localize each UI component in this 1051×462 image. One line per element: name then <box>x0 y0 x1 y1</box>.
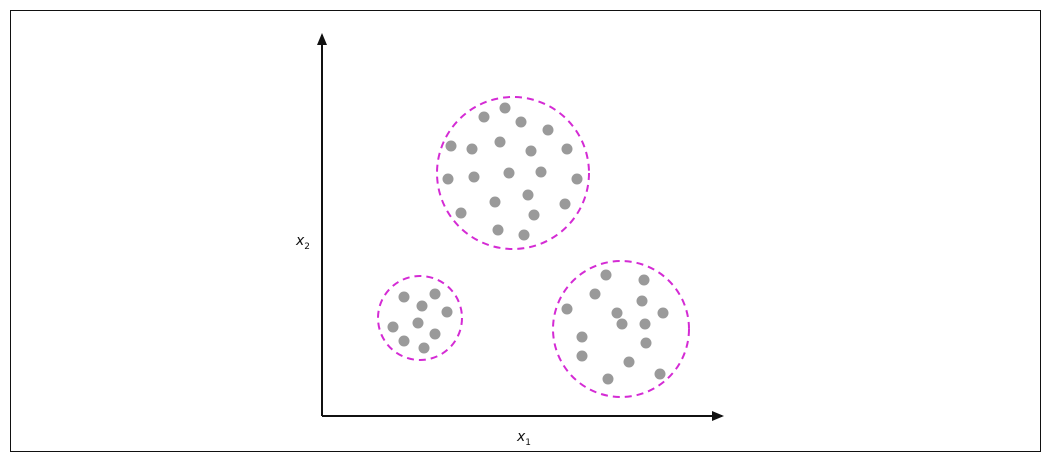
data-point <box>445 140 457 152</box>
data-point <box>654 368 666 380</box>
data-point <box>636 295 648 307</box>
y-axis-label-main: x <box>295 233 305 249</box>
y-axis-label-subscript: 2 <box>304 242 310 252</box>
data-point <box>515 116 527 128</box>
data-point <box>640 337 652 349</box>
x-axis-label-subscript: 1 <box>525 438 531 448</box>
data-point <box>623 356 635 368</box>
cluster-outline-small <box>377 275 463 361</box>
x-axis-label-main: x <box>516 429 526 445</box>
data-point <box>559 198 571 210</box>
data-point <box>441 306 453 318</box>
data-point <box>616 318 628 330</box>
data-point <box>412 317 424 329</box>
data-point <box>611 307 623 319</box>
data-point <box>525 145 537 157</box>
data-point <box>600 269 612 281</box>
data-point <box>639 318 651 330</box>
data-point <box>518 229 530 241</box>
data-point <box>398 291 410 303</box>
data-point <box>478 111 490 123</box>
data-point <box>468 171 480 183</box>
data-point <box>638 274 650 286</box>
data-point <box>416 300 428 312</box>
data-point <box>442 173 454 185</box>
data-point <box>492 224 504 236</box>
data-point <box>466 143 478 155</box>
data-point <box>602 373 614 385</box>
data-point <box>561 303 573 315</box>
data-point <box>561 143 573 155</box>
data-point <box>589 288 601 300</box>
data-point <box>657 307 669 319</box>
data-point <box>535 166 547 178</box>
data-point <box>398 335 410 347</box>
x-axis-label: x1 <box>516 429 531 448</box>
data-point <box>576 331 588 343</box>
data-point <box>489 196 501 208</box>
data-point <box>455 207 467 219</box>
data-point <box>499 102 511 114</box>
data-point <box>571 173 583 185</box>
data-point <box>429 328 441 340</box>
data-point <box>542 124 554 136</box>
data-point <box>503 167 515 179</box>
data-point <box>494 136 506 148</box>
cluster-top-points <box>442 102 583 241</box>
data-point <box>528 209 540 221</box>
data-point <box>576 350 588 362</box>
data-point <box>387 321 399 333</box>
data-point <box>522 189 534 201</box>
cluster-outline-top <box>436 96 590 250</box>
data-point <box>429 288 441 300</box>
data-point <box>418 342 430 354</box>
cluster-outline-right <box>552 260 690 398</box>
y-axis-label: x2 <box>295 233 310 252</box>
cluster-right-points <box>561 269 669 385</box>
cluster-small-points <box>387 288 453 354</box>
